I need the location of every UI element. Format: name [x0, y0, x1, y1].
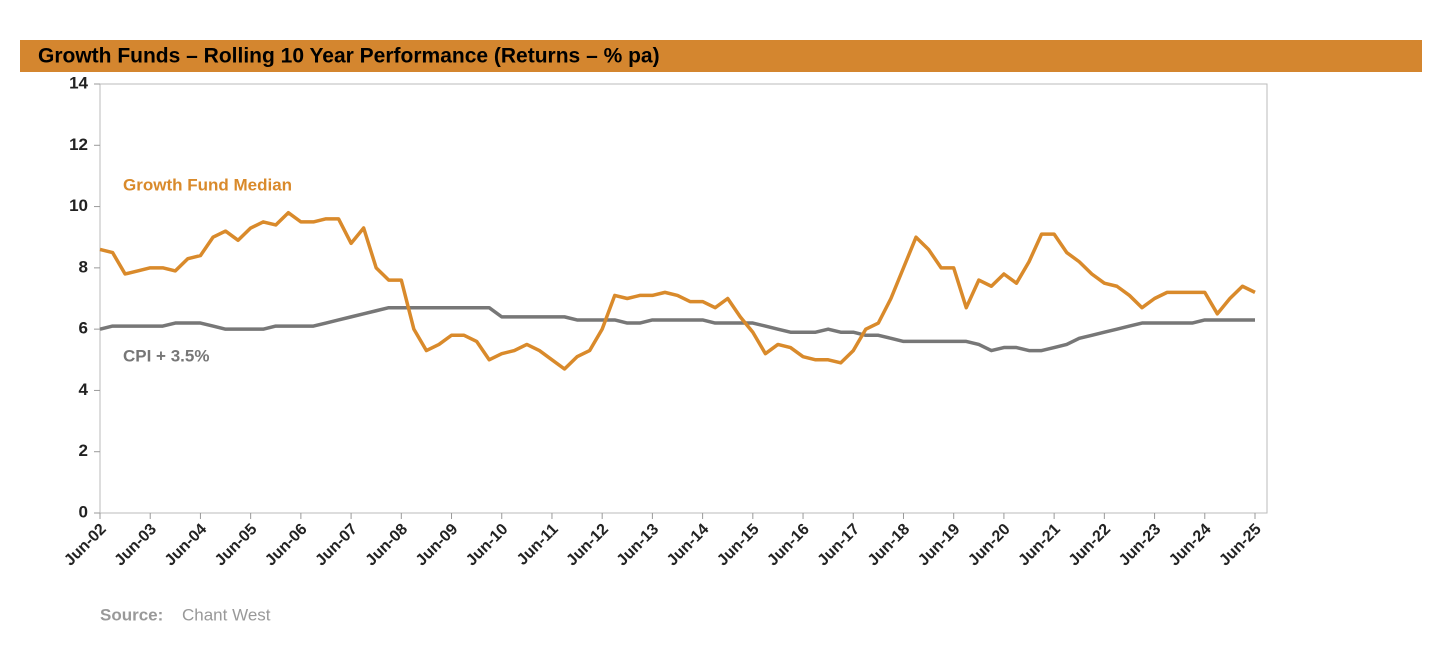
plot-frame [99, 83, 1268, 514]
x-tick-label: Jun-12 [563, 521, 612, 570]
title-bar [20, 40, 1422, 72]
x-tick-label: Jun-11 [514, 521, 562, 569]
x-tick-label: Jun-23 [1116, 521, 1165, 570]
x-tick-label: Jun-18 [865, 521, 914, 570]
series-label: Growth Fund Median [123, 175, 292, 194]
x-tick-label: Jun-04 [162, 521, 211, 570]
y-tick-label: 4 [79, 380, 89, 399]
x-tick-label: Jun-10 [463, 521, 512, 570]
y-tick-label: 2 [79, 441, 88, 460]
y-tick-label: 0 [79, 502, 88, 521]
x-tick-label: Jun-16 [764, 521, 813, 570]
x-tick-label: Jun-19 [915, 521, 964, 570]
series-label: CPI + 3.5% [123, 346, 209, 365]
x-tick-label: Jun-15 [714, 521, 763, 570]
x-tick-label: Jun-21 [1015, 521, 1064, 570]
x-tick-label: Jun-08 [363, 521, 412, 570]
x-tick-label: Jun-25 [1216, 521, 1265, 570]
y-tick-label: 12 [69, 135, 88, 154]
x-tick-label: Jun-05 [212, 521, 261, 570]
x-tick-label: Jun-20 [965, 521, 1014, 570]
x-tick-label: Jun-22 [1066, 521, 1115, 570]
x-tick-label: Jun-13 [614, 521, 663, 570]
x-tick-label: Jun-09 [413, 521, 462, 570]
x-tick-label: Jun-14 [664, 521, 713, 570]
series-line [99, 305, 1255, 353]
x-tick-label: Jun-07 [312, 521, 361, 570]
x-tick-label: Jun-02 [61, 521, 110, 570]
y-tick-label: 8 [79, 257, 88, 276]
x-tick-label: Jun-17 [815, 521, 864, 570]
x-tick-label: Jun-03 [112, 521, 161, 570]
x-tick-label: Jun-24 [1166, 521, 1215, 570]
chart-title: Growth Funds – Rolling 10 Year Performan… [38, 45, 660, 68]
y-tick-label: 6 [79, 319, 88, 338]
y-tick-label: 10 [69, 196, 88, 215]
source-label: Source: [100, 605, 163, 624]
y-tick-label: 14 [69, 73, 88, 92]
x-tick-label: Jun-06 [262, 521, 311, 570]
source: Chant West [182, 605, 271, 624]
series-line [99, 210, 1256, 371]
